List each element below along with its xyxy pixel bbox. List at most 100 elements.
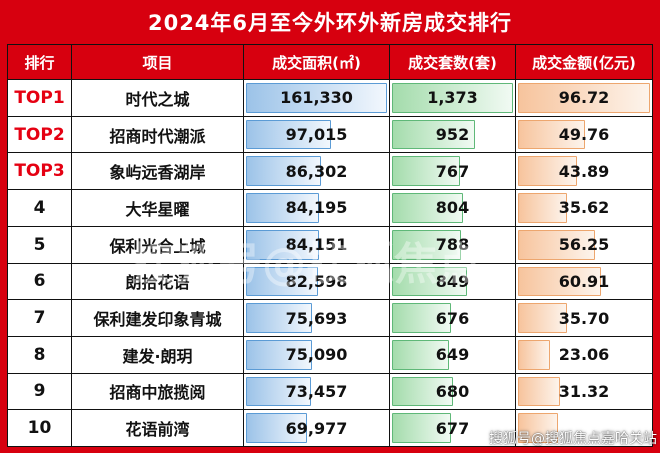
units-databar	[392, 376, 453, 407]
area-value: 73,457	[285, 381, 348, 401]
area-cell: 84,151	[244, 226, 390, 263]
units-value: 677	[435, 418, 470, 438]
area-value: 161,330	[280, 88, 353, 108]
units-databar	[392, 119, 476, 150]
project-cell: 招商时代潮派	[72, 116, 244, 153]
rank-label: 5	[33, 234, 46, 255]
units-value: 680	[435, 381, 470, 401]
area-value: 82,598	[285, 271, 348, 291]
units-databar	[392, 339, 449, 370]
amount-cell: 43.89	[516, 153, 652, 189]
amount-value: 96.72	[558, 88, 610, 108]
area-cell: 75,090	[244, 336, 390, 373]
table-row: TOP3 象屿远香湖岸 86,302 767 43.89	[8, 153, 652, 191]
project-name: 建发·朗玥	[122, 346, 193, 366]
amount-databar	[518, 119, 586, 150]
rank-label: 9	[33, 381, 46, 402]
rank-cell: 5	[8, 226, 72, 263]
units-value: 767	[435, 161, 470, 181]
project-name: 大华星曜	[125, 199, 190, 219]
area-value: 84,151	[285, 235, 348, 255]
area-databar	[246, 413, 307, 444]
area-value: 84,195	[285, 198, 348, 218]
amount-cell	[516, 410, 652, 446]
area-value: 75,090	[285, 345, 348, 365]
rank-label: TOP1	[14, 87, 65, 108]
area-databar	[246, 83, 387, 113]
units-databar	[392, 156, 460, 187]
area-cell: 97,015	[244, 116, 390, 153]
rank-label: TOP2	[14, 124, 65, 145]
project-cell: 保利光合上城	[72, 226, 244, 263]
area-cell: 86,302	[244, 153, 390, 190]
units-databar	[392, 193, 464, 223]
area-cell: 75,693	[244, 300, 390, 336]
area-cell: 161,330	[244, 80, 390, 116]
project-name: 时代之城	[125, 89, 190, 109]
units-cell: 677	[390, 410, 516, 447]
units-value: 952	[435, 125, 470, 145]
table-row: TOP1 时代之城 161,330 1,373 96.72	[8, 80, 652, 117]
area-databar	[246, 229, 320, 260]
amount-value: 23.06	[558, 345, 610, 365]
project-cell: 招商中旅揽阅	[72, 373, 244, 410]
ranking-table: 排行 项目 成交面积(㎡) 成交套数(套) 成交金额(亿元) TOP1 时代之城…	[7, 44, 653, 447]
units-cell: 767	[390, 153, 516, 190]
units-value: 849	[435, 271, 470, 291]
units-cell: 804	[390, 190, 516, 226]
project-cell: 时代之城	[72, 80, 244, 116]
table-row: 8 建发·朗玥 75,090 649 23.06	[8, 336, 652, 374]
units-cell: 788	[390, 226, 516, 263]
project-cell: 花语前湾	[72, 410, 244, 447]
area-databar	[246, 339, 313, 370]
amount-databar	[518, 193, 567, 223]
amount-value: 49.76	[558, 125, 610, 145]
units-value: 649	[435, 345, 470, 365]
project-name: 象屿远香湖岸	[109, 163, 206, 183]
amount-databar	[518, 83, 650, 113]
units-databar	[392, 266, 468, 297]
rank-cell: 10	[8, 410, 72, 447]
units-databar	[392, 83, 513, 113]
table-row: 10 花语前湾 69,977 677	[8, 410, 652, 447]
area-databar	[246, 266, 318, 297]
units-databar	[392, 413, 452, 444]
amount-value: 35.62	[558, 198, 610, 218]
area-cell: 73,457	[244, 373, 390, 410]
rank-label: 6	[33, 271, 46, 292]
title-bar: 2024年6月至今外环外新房成交排行	[0, 0, 660, 44]
amount-cell: 31.32	[516, 374, 652, 410]
amount-value: 31.32	[558, 381, 610, 401]
area-cell: 82,598	[244, 263, 390, 300]
project-name: 招商中旅揽阅	[109, 383, 206, 403]
table-row: 7 保利建发印象青城 75,693 676 35.70	[8, 300, 652, 337]
column-header-area: 成交面积(㎡)	[244, 45, 390, 80]
rank-cell: 6	[8, 263, 72, 300]
area-value: 86,302	[285, 161, 348, 181]
table-row: 5 保利光合上城 84,151 788 56.25	[8, 226, 652, 264]
amount-cell: 49.76	[516, 117, 652, 153]
amount-databar	[518, 339, 550, 370]
units-cell: 952	[390, 116, 516, 153]
project-name: 保利建发印象青城	[93, 310, 222, 330]
project-cell: 保利建发印象青城	[72, 300, 244, 336]
table-row: 4 大华星曜 84,195 804 35.62	[8, 190, 652, 227]
amount-cell: 96.72	[516, 80, 652, 116]
units-value: 804	[435, 198, 470, 218]
rank-cell: 7	[8, 300, 72, 336]
rank-label: 8	[33, 344, 46, 365]
amount-value: 60.91	[558, 271, 610, 291]
rank-label: 7	[33, 308, 46, 329]
table-row: TOP2 招商时代潮派 97,015 952 49.76	[8, 116, 652, 154]
rank-cell: TOP2	[8, 116, 72, 153]
units-value: 1,373	[427, 88, 478, 108]
project-name: 花语前湾	[125, 420, 190, 440]
units-cell: 680	[390, 373, 516, 410]
amount-databar	[518, 303, 567, 333]
table-row: 6 朗拾花语 82,598 849 60.91	[8, 263, 652, 301]
column-header-amount: 成交金额(亿元)	[516, 45, 652, 80]
column-header-units: 成交套数(套)	[390, 45, 516, 80]
rank-cell: 8	[8, 336, 72, 373]
project-cell: 建发·朗玥	[72, 336, 244, 373]
amount-cell: 60.91	[516, 264, 652, 300]
